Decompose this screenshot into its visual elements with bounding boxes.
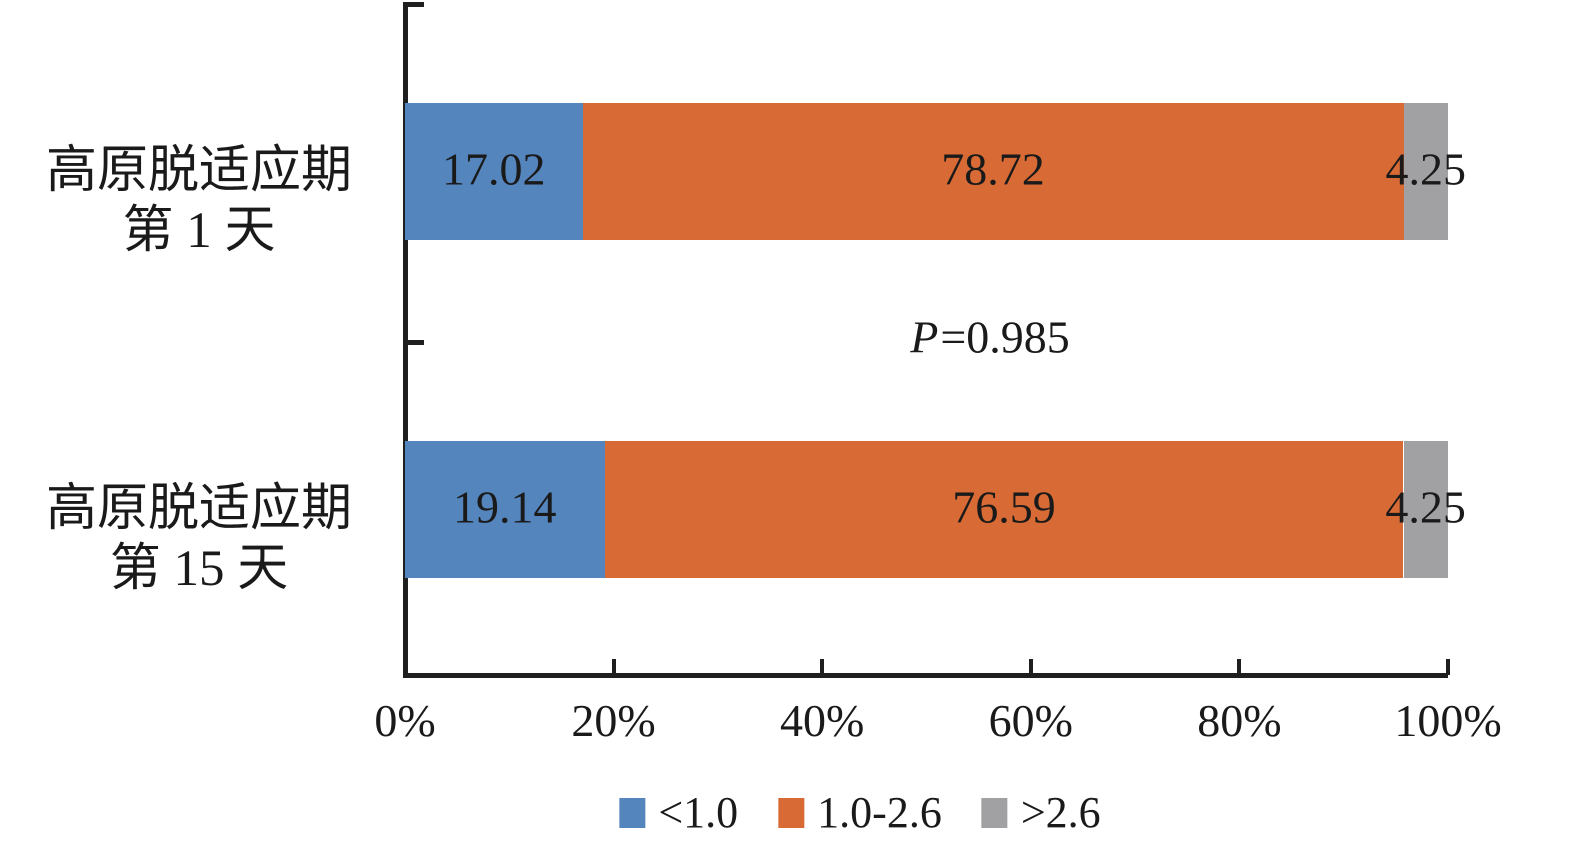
legend-swatch (981, 798, 1008, 828)
bar-segment (582, 102, 1404, 240)
x-axis-tick (1028, 659, 1033, 675)
legend: <1.0 1.0-2.6 >2.6 (619, 788, 1101, 837)
segment-value-label: 19.14 (453, 481, 557, 533)
x-axis-line (403, 673, 1448, 678)
p-value-variable: P (910, 311, 939, 363)
legend-label: >2.6 (1020, 788, 1101, 837)
segment-value-label: 76.59 (952, 481, 1056, 533)
x-axis-tick-label: 100% (1394, 695, 1502, 746)
x-axis-tick (1446, 659, 1450, 675)
category-label-line: 第 1 天 (122, 203, 276, 259)
x-axis-tick (611, 659, 616, 675)
y-axis-tick (403, 340, 424, 345)
segment-value-label: 4.25 (1385, 143, 1466, 195)
x-axis-tick-label: 40% (780, 695, 865, 746)
bar-segment (604, 440, 1404, 578)
bar-segment (1403, 440, 1448, 578)
legend-label: <1.0 (658, 788, 739, 837)
bar-segment (405, 440, 605, 578)
segment-value-label: 4.25 (1385, 481, 1466, 533)
category-label-line: 高原脱适应期 (45, 143, 352, 199)
x-axis-tick-label: 80% (1197, 695, 1282, 746)
category-label-line: 第 15 天 (109, 541, 289, 597)
legend-label: 1.0-2.6 (817, 788, 942, 837)
legend-swatch (619, 798, 646, 828)
legend-item: 1.0-2.6 (778, 791, 942, 835)
p-value-text: =0.985 (940, 311, 1070, 363)
legend-swatch (778, 798, 805, 828)
x-axis-tick (820, 659, 825, 675)
category-label: 高原脱适应期第 1 天 (8, 141, 390, 261)
category-label: 高原脱适应期第 15 天 (8, 479, 390, 599)
category-label-line: 高原脱适应期 (45, 481, 352, 537)
x-axis-tick-label: 0% (374, 695, 436, 746)
y-axis-tick (403, 2, 424, 7)
bar-segment (405, 102, 583, 240)
segment-value-label: 17.02 (442, 143, 546, 195)
x-axis-tick-label: 20% (571, 695, 656, 746)
p-value-annotation: P=0.985 (910, 311, 1070, 364)
segment-value-label: 78.72 (941, 143, 1045, 195)
bar-segment (1403, 102, 1448, 240)
x-axis-tick (1237, 659, 1242, 675)
legend-item: <1.0 (619, 791, 738, 835)
legend-item: >2.6 (981, 788, 1101, 837)
x-axis-tick-label: 60% (988, 695, 1073, 746)
